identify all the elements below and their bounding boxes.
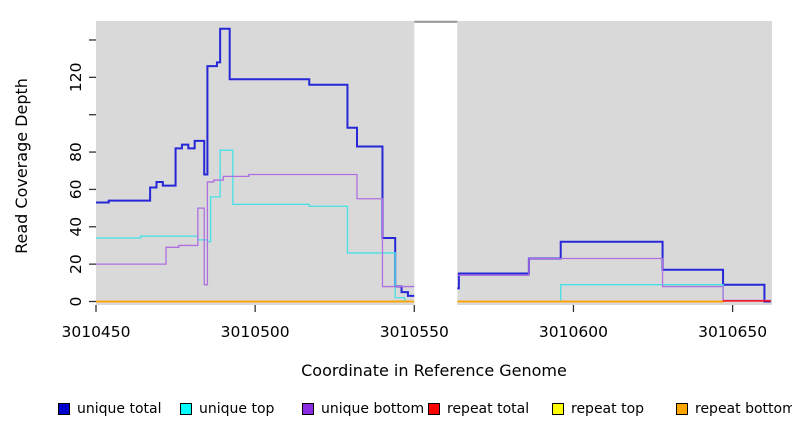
- y-tick-label: 40: [67, 217, 85, 237]
- legend-label: repeat bottom: [695, 401, 792, 417]
- x-tick-label: 3010550: [380, 323, 449, 341]
- legend-item-unique-total: unique total: [58, 398, 161, 420]
- y-tick-label: 20: [67, 254, 85, 274]
- legend-label: unique top: [199, 401, 275, 417]
- legend-swatch-icon: [552, 403, 564, 415]
- legend-label: unique bottom: [321, 401, 425, 417]
- y-tick-label: 80: [67, 142, 85, 162]
- x-tick-label: 3010450: [61, 323, 130, 341]
- legend-swatch-icon: [676, 403, 688, 415]
- legend-swatch-icon: [180, 403, 192, 415]
- x-tick-label: 3010500: [221, 323, 290, 341]
- gap-white-band: [414, 23, 458, 305]
- legend-item-unique-top: unique top: [180, 398, 274, 420]
- legend-label: unique total: [77, 401, 162, 417]
- series-group: [96, 27, 771, 303]
- legend-label: repeat top: [571, 401, 645, 417]
- gap-mask: [414, 20, 458, 305]
- legend-item-unique-bottom: unique bottom: [302, 398, 424, 420]
- chart-legend: unique total unique top unique bottom repea…: [0, 398, 792, 424]
- y-axis: 0 20 40 60 80 120: [67, 39, 96, 307]
- legend-swatch-icon: [58, 403, 70, 415]
- legend-item-repeat-top: repeat top: [552, 398, 644, 420]
- legend-item-repeat-total: repeat total: [428, 398, 529, 420]
- x-tick-label: 3010600: [539, 323, 608, 341]
- legend-swatch-icon: [428, 403, 440, 415]
- y-tick-label: 120: [67, 63, 85, 93]
- x-axis-title: Coordinate in Reference Genome: [301, 361, 567, 380]
- x-axis: 3010450 3010500 3010550 3010600 3010650: [61, 305, 767, 341]
- y-tick-label: 0: [67, 297, 85, 307]
- y-axis-title: Read Coverage Depth: [12, 78, 31, 254]
- x-tick-label: 3010650: [698, 323, 767, 341]
- y-tick-label: 60: [67, 180, 85, 200]
- legend-label: repeat total: [447, 401, 530, 417]
- legend-item-repeat-bottom: repeat bottom: [676, 398, 792, 420]
- series-unique-bottom: [96, 173, 771, 303]
- legend-swatch-icon: [302, 403, 314, 415]
